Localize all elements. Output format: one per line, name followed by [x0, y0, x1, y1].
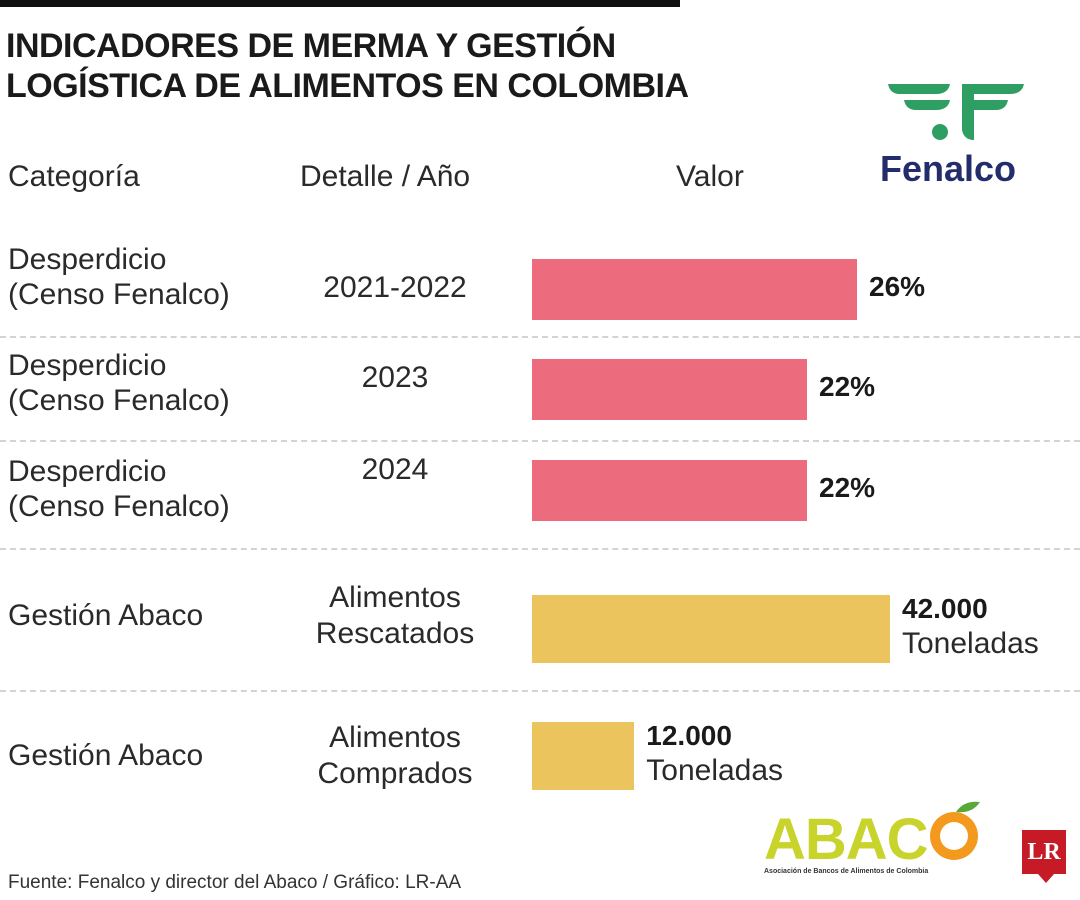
row3-category-line1: Desperdicio: [8, 455, 167, 488]
header-category: Categoría: [8, 160, 140, 193]
lr-logo-tail-icon: [1038, 874, 1054, 883]
value-label-22-2024: 22%: [819, 472, 876, 503]
row2-category-line1: Desperdicio: [8, 349, 167, 382]
row4-category: Gestión Abaco: [8, 599, 204, 632]
row1-detail: 2021-2022: [323, 271, 467, 304]
row4-detail: Alimentos Rescatados: [290, 580, 500, 652]
value-label-22-2023: 22%: [819, 371, 876, 402]
row1-category-line2: (Censo Fenalco): [8, 278, 230, 311]
row5-detail-line2: Comprados: [317, 757, 473, 790]
row-separator: [0, 440, 1080, 442]
row3-detail: 2024: [361, 453, 429, 486]
lr-logo: LR: [1022, 830, 1066, 874]
row5-detail-line1: Alimentos: [329, 721, 461, 754]
abaco-tagline: Asociación de Bancos de Alimentos de Col…: [764, 868, 929, 875]
source-note: Fuente: Fenalco y director del Abaco / G…: [8, 872, 462, 893]
bar-desperdicio-2023: [532, 359, 807, 420]
row-separator: [0, 336, 1080, 338]
abaco-logo-text: ABAC: [764, 807, 929, 872]
header-value: Valor: [676, 160, 744, 193]
row-separator: [0, 548, 1080, 550]
row2-category-line2: (Censo Fenalco): [8, 384, 230, 417]
row3-category: Desperdicio (Censo Fenalco): [8, 454, 230, 524]
row5-detail: Alimentos Comprados: [290, 720, 500, 792]
value-label-26: 26%: [869, 271, 926, 302]
value-label-12000: 12.000: [646, 720, 732, 751]
row4-detail-line2: Rescatados: [315, 617, 475, 650]
orange-icon: [930, 801, 980, 860]
row-separator: [0, 690, 1080, 692]
unit-label-rescatados: Toneladas: [902, 627, 1039, 660]
fenalco-logo-icon: [888, 84, 1024, 140]
row1-category: Desperdicio (Censo Fenalco): [8, 242, 230, 312]
row4-detail-line1: Alimentos: [329, 581, 461, 614]
unit-label-comprados: Toneladas: [646, 754, 784, 787]
fenalco-logo-text: Fenalco: [880, 148, 1017, 189]
row2-detail: 2023: [361, 361, 429, 394]
row5-category: Gestión Abaco: [8, 739, 204, 772]
bar-desperdicio-2021-2022: [532, 259, 857, 320]
value-label-42000: 42.000: [902, 593, 988, 624]
bar-desperdicio-2024: [532, 460, 807, 521]
top-rule: [0, 0, 680, 7]
chart-title: INDICADORES DE MERMA Y GESTIÓN LOGÍSTICA…: [6, 27, 689, 105]
row1-category-line1: Desperdicio: [8, 243, 167, 276]
bar-alimentos-rescatados: [532, 595, 890, 663]
row2-category: Desperdicio (Censo Fenalco): [8, 348, 230, 418]
header-detail: Detalle / Año: [300, 160, 471, 193]
bar-alimentos-comprados: [532, 722, 635, 790]
row3-category-line2: (Censo Fenalco): [8, 490, 230, 523]
